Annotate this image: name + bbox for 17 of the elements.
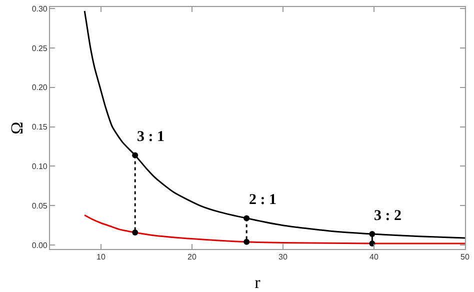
y-tick-label: 0.10	[32, 162, 48, 172]
x-tick-label: 10	[96, 252, 106, 262]
x-axis-title: r	[254, 273, 261, 292]
y-tick-label: 0.20	[32, 83, 48, 92]
y-tick-label: 0.25	[32, 44, 48, 53]
y-tick-label: 0.30	[32, 4, 48, 14]
x-tick-label: 30	[278, 252, 288, 262]
x-tick-label: 40	[370, 252, 379, 262]
annotation: 2 : 1	[249, 192, 276, 208]
y-tick-label: 0.15	[32, 122, 48, 132]
y-axis-title: Ω	[7, 122, 26, 134]
x-tick-label: 20	[188, 252, 197, 262]
x-tick-label: 50	[460, 252, 470, 262]
annotation: 3 : 1	[137, 129, 164, 145]
y-tick-label: 0.00	[32, 240, 48, 250]
annotation: 3 : 2	[374, 208, 402, 224]
y-tick-label: 0.05	[32, 201, 48, 210]
